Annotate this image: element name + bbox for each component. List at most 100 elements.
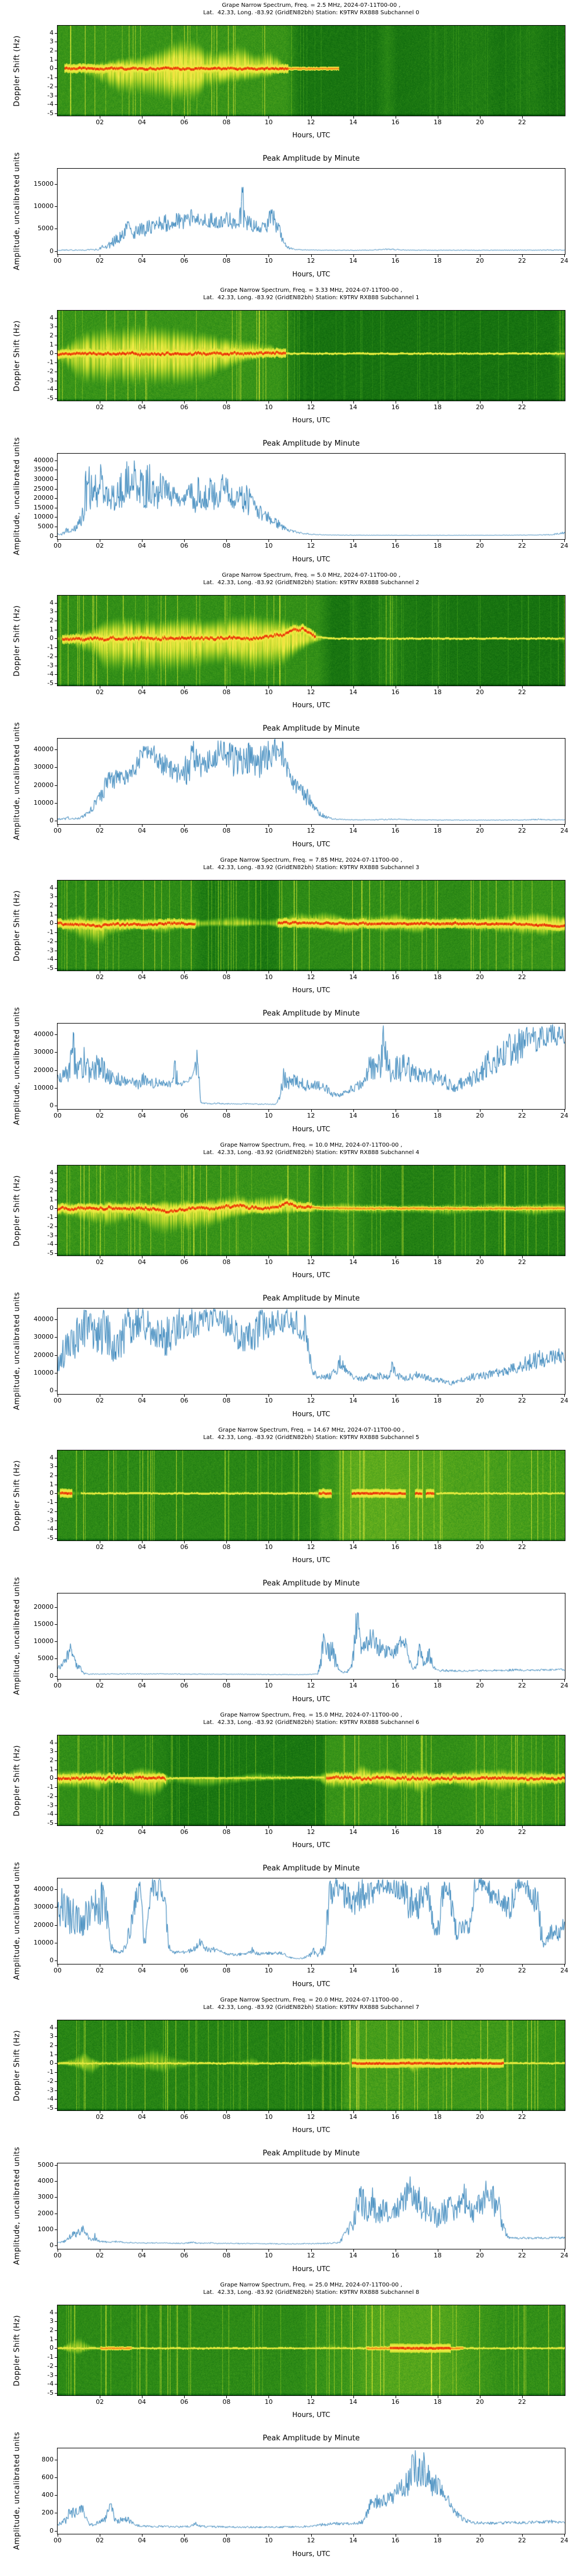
amplitude-x-tick-label: 16: [391, 827, 400, 834]
tick-mark: [226, 255, 227, 257]
amplitude-plot-area: [57, 738, 565, 825]
spectrogram-x-tick-label: 02: [96, 688, 104, 696]
spectrogram-y-tick-label: -1: [47, 1783, 54, 1791]
amplitude-x-tick-label: 22: [518, 2537, 526, 2544]
spectrogram-y-tick-label: -2: [47, 1507, 54, 1515]
spectrogram-title-line1: Grape Narrow Spectrum, Freq. = 2.5 MHz, …: [222, 2, 401, 9]
spectrogram-y-tick-label: 0: [50, 2344, 54, 2352]
spectrogram-x-axis-label: Hours, UTC: [292, 986, 331, 994]
tick-mark: [55, 896, 57, 898]
chart-pair-8: Grape Narrow Spectrum, Freq. = 25.0 MHz,…: [0, 2280, 570, 2565]
amplitude-x-tick-label: 22: [518, 2252, 526, 2259]
tick-mark: [55, 2366, 57, 2367]
amplitude-x-tick-label: 08: [222, 1682, 231, 1689]
spectrogram-x-axis-label: Hours, UTC: [292, 131, 331, 139]
spectrogram-x-tick-label: 22: [518, 1258, 526, 1266]
spectrogram-y-tick-label: -2: [47, 937, 54, 945]
amplitude-x-tick-label: 02: [96, 2252, 104, 2259]
tick-mark: [55, 498, 57, 499]
amplitude-y-tick-label: 40000: [34, 1030, 54, 1038]
tick-mark: [522, 1395, 523, 1397]
spectrogram-y-tick-label: -5: [47, 679, 54, 687]
spectrogram-y-tick-label: -5: [47, 964, 54, 972]
spectrogram-y-tick-label: 0: [50, 2059, 54, 2067]
tick-mark: [479, 255, 481, 257]
amplitude-x-tick-label: 20: [475, 827, 484, 834]
tick-mark: [55, 1244, 57, 1245]
spectrogram-y-tick-label: 2: [50, 2326, 54, 2334]
amplitude-plot-area: [57, 453, 565, 540]
amplitude-x-tick-label: 00: [54, 1967, 62, 1974]
tick-mark: [55, 1319, 57, 1320]
spectrogram-x-tick-label: 22: [518, 973, 526, 981]
tick-mark: [311, 2111, 312, 2113]
chart-pair-5: Grape Narrow Spectrum, Freq. = 14.67 MHz…: [0, 1425, 570, 1710]
amplitude-x-tick-label: 06: [180, 2537, 189, 2544]
amplitude-x-tick-label: 06: [180, 1682, 189, 1689]
tick-mark: [226, 971, 227, 973]
tick-mark: [226, 1680, 227, 1682]
tick-mark: [55, 1787, 57, 1788]
tick-mark: [55, 1052, 57, 1053]
spectrogram-plot-area: [57, 2305, 565, 2396]
amplitude-y-tick-label: 400: [42, 2491, 54, 2499]
spectrogram-x-tick-label: 08: [222, 119, 231, 126]
spectrogram-plot-area: [57, 595, 565, 686]
tick-mark: [184, 1110, 185, 1112]
spectrogram-x-tick-label: 14: [349, 1828, 357, 1836]
tick-mark: [55, 536, 57, 537]
amplitude-x-tick-label: 18: [433, 1682, 442, 1689]
tick-mark: [226, 401, 227, 403]
tick-mark: [55, 1641, 57, 1642]
spectrogram-y-tick-label: 4: [50, 883, 54, 891]
amplitude-plot-title: Peak Amplitude by Minute: [262, 439, 360, 448]
tick-mark: [55, 251, 57, 252]
tick-mark: [184, 686, 185, 688]
tick-mark: [226, 116, 227, 119]
tick-mark: [522, 971, 523, 973]
spectrogram-y-tick-label: -3: [47, 661, 54, 669]
spectrogram-x-tick-label: 02: [96, 1828, 104, 1836]
spectrogram-y-tick-label: 4: [50, 598, 54, 606]
tick-mark: [564, 1395, 565, 1397]
tick-mark: [311, 1256, 312, 1258]
tick-mark: [226, 686, 227, 688]
tick-mark: [55, 2090, 57, 2091]
amplitude-y-tick-label: 0: [50, 2241, 54, 2249]
spectrogram-x-tick-label: 08: [222, 688, 231, 696]
tick-mark: [55, 2477, 57, 2479]
spectrogram-y-tick-label: 0: [50, 1774, 54, 1782]
amplitude-x-axis-label: Hours, UTC: [292, 1125, 331, 1133]
amplitude-x-tick-label: 08: [222, 2252, 231, 2259]
amplitude-x-tick-label: 20: [475, 542, 484, 549]
tick-mark: [55, 1925, 57, 1926]
amplitude-y-tick-label: 10000: [34, 1368, 54, 1376]
amplitude-x-tick-label: 20: [475, 1112, 484, 1119]
tick-mark: [311, 971, 312, 973]
tick-mark: [55, 2045, 57, 2047]
amplitude-y-tick-label: 0: [50, 1387, 54, 1395]
tick-mark: [184, 255, 185, 257]
tick-mark: [226, 540, 227, 542]
amplitude-x-axis-label: Hours, UTC: [292, 2265, 331, 2273]
spectrogram-x-tick-label: 14: [349, 688, 357, 696]
spectrogram-y-tick-label: -2: [47, 82, 54, 90]
tick-mark: [522, 255, 523, 257]
amplitude-x-tick-label: 18: [433, 542, 442, 549]
spectrogram-x-tick-label: 12: [307, 1543, 315, 1551]
chart-pair-4: Grape Narrow Spectrum, Freq. = 10.0 MHz,…: [0, 1140, 570, 1425]
tick-mark: [55, 2063, 57, 2064]
amplitude-y-tick-label: 5000: [38, 523, 54, 531]
tick-mark: [55, 1493, 57, 1494]
amplitude-x-tick-label: 06: [180, 1967, 189, 1974]
tick-mark: [184, 971, 185, 973]
tick-mark: [479, 1964, 481, 1967]
spectrogram-y-tick-label: 1: [50, 55, 54, 63]
tick-mark: [55, 647, 57, 649]
amplitude-x-tick-label: 10: [264, 1967, 273, 1974]
spectrogram-x-tick-label: 04: [138, 2113, 146, 2121]
tick-mark: [479, 2396, 481, 2398]
amplitude-x-axis-label: Hours, UTC: [292, 270, 331, 278]
amplitude-y-tick-label: 20000: [34, 1603, 54, 1611]
tick-mark: [55, 317, 57, 319]
